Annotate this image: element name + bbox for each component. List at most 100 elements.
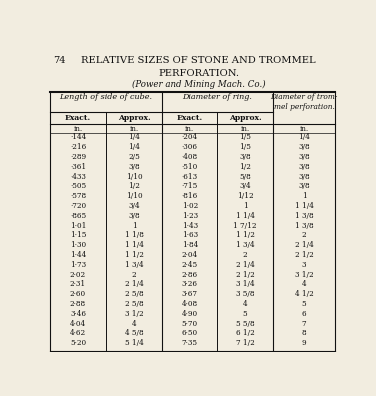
Text: Approx.: Approx. xyxy=(229,114,261,122)
Text: 3/8: 3/8 xyxy=(128,163,140,171)
Text: in.: in. xyxy=(73,125,83,133)
Text: 4·62: 4·62 xyxy=(70,329,86,337)
Text: 3 1/4: 3 1/4 xyxy=(236,280,255,288)
Text: 5·70: 5·70 xyxy=(182,320,198,327)
Text: 3 5/8: 3 5/8 xyxy=(236,290,255,298)
Text: RELATIVE SIZES OF STONE AND TROMMEL: RELATIVE SIZES OF STONE AND TROMMEL xyxy=(81,56,316,65)
Text: 74: 74 xyxy=(53,56,65,65)
Text: 2 5/8: 2 5/8 xyxy=(125,290,143,298)
Text: 2 5/8: 2 5/8 xyxy=(125,300,143,308)
Text: 5: 5 xyxy=(302,300,306,308)
Text: 7·35: 7·35 xyxy=(182,339,198,347)
Text: ·408: ·408 xyxy=(182,153,198,161)
Text: 1/5: 1/5 xyxy=(239,133,251,141)
Text: 1 1/4: 1 1/4 xyxy=(124,241,144,249)
Text: 6: 6 xyxy=(302,310,306,318)
Text: 3·46: 3·46 xyxy=(70,310,86,318)
Text: 1/10: 1/10 xyxy=(126,192,143,200)
Text: Length of side of cube.: Length of side of cube. xyxy=(59,93,153,101)
Text: Approx.: Approx. xyxy=(118,114,150,122)
Text: 1·02: 1·02 xyxy=(182,202,198,210)
Text: 3 1/2: 3 1/2 xyxy=(295,270,314,278)
Text: 3/8: 3/8 xyxy=(128,212,140,220)
Text: Exact.: Exact. xyxy=(177,114,203,122)
Text: 2·88: 2·88 xyxy=(70,300,86,308)
Text: ·510: ·510 xyxy=(182,163,198,171)
Text: ·865: ·865 xyxy=(70,212,86,220)
Text: 1·43: 1·43 xyxy=(182,222,198,230)
Text: 1 1/4: 1 1/4 xyxy=(236,212,255,220)
Text: ·361: ·361 xyxy=(70,163,86,171)
Text: 5: 5 xyxy=(243,310,247,318)
Text: ·720: ·720 xyxy=(70,202,86,210)
Text: 5 1/4: 5 1/4 xyxy=(125,339,143,347)
Text: 5·20: 5·20 xyxy=(70,339,86,347)
Text: ·306: ·306 xyxy=(182,143,198,151)
Text: 9: 9 xyxy=(302,339,306,347)
Text: Diameter of trom-
mel perforation.: Diameter of trom- mel perforation. xyxy=(270,93,338,111)
Text: 2 1/4: 2 1/4 xyxy=(236,261,255,269)
Text: 3/4: 3/4 xyxy=(240,183,251,190)
Text: 1/4: 1/4 xyxy=(298,133,310,141)
Text: in.: in. xyxy=(300,125,309,133)
Text: ·144: ·144 xyxy=(70,133,86,141)
Text: 1/2: 1/2 xyxy=(128,183,140,190)
Text: 2·60: 2·60 xyxy=(70,290,86,298)
Text: ·715: ·715 xyxy=(182,183,198,190)
Text: ·613: ·613 xyxy=(182,173,198,181)
Text: 2·45: 2·45 xyxy=(182,261,198,269)
Text: 2: 2 xyxy=(132,270,136,278)
Text: 1/4: 1/4 xyxy=(128,143,140,151)
Text: 1: 1 xyxy=(302,192,306,200)
Text: 2: 2 xyxy=(302,231,306,240)
Text: 4: 4 xyxy=(302,280,306,288)
Text: 3/8: 3/8 xyxy=(298,173,310,181)
Text: 1/2: 1/2 xyxy=(239,163,251,171)
Text: 1 7/12: 1 7/12 xyxy=(233,222,257,230)
Text: 4: 4 xyxy=(243,300,247,308)
Text: 1/4: 1/4 xyxy=(128,133,140,141)
Text: 1 1/4: 1 1/4 xyxy=(295,202,314,210)
Text: 1/12: 1/12 xyxy=(237,192,253,200)
Text: 3 1/2: 3 1/2 xyxy=(125,310,143,318)
Text: 3·26: 3·26 xyxy=(182,280,198,288)
Text: 8: 8 xyxy=(302,329,306,337)
Text: Diameter of ring.: Diameter of ring. xyxy=(182,93,252,101)
Text: 2·86: 2·86 xyxy=(182,270,198,278)
Text: 3: 3 xyxy=(302,261,306,269)
Text: (Power and Mining Mach. Co.): (Power and Mining Mach. Co.) xyxy=(132,80,265,89)
Text: 2/5: 2/5 xyxy=(128,153,140,161)
Text: ·505: ·505 xyxy=(70,183,86,190)
Text: 3/8: 3/8 xyxy=(240,153,251,161)
Text: 1·15: 1·15 xyxy=(70,231,86,240)
Text: 3/8: 3/8 xyxy=(298,183,310,190)
Text: 2 1/2: 2 1/2 xyxy=(295,251,314,259)
Text: ·204: ·204 xyxy=(182,133,198,141)
Text: 4·04: 4·04 xyxy=(70,320,86,327)
Text: 1/5: 1/5 xyxy=(239,143,251,151)
Text: 1·73: 1·73 xyxy=(70,261,86,269)
Text: ·216: ·216 xyxy=(70,143,86,151)
Text: 7 1/2: 7 1/2 xyxy=(236,339,255,347)
Text: 2: 2 xyxy=(243,251,247,259)
Text: 1 3/4: 1 3/4 xyxy=(236,241,255,249)
Text: ·433: ·433 xyxy=(70,173,86,181)
Text: 1 1/2: 1 1/2 xyxy=(124,251,144,259)
Text: 1/10: 1/10 xyxy=(126,173,143,181)
Text: 1 1/8: 1 1/8 xyxy=(124,231,144,240)
Text: in.: in. xyxy=(241,125,250,133)
Text: 1·23: 1·23 xyxy=(182,212,198,220)
Text: ·578: ·578 xyxy=(70,192,86,200)
Text: 4·90: 4·90 xyxy=(182,310,198,318)
Text: 1·84: 1·84 xyxy=(182,241,198,249)
Text: 3/8: 3/8 xyxy=(298,163,310,171)
Text: 1 1/2: 1 1/2 xyxy=(236,231,255,240)
Text: 1·01: 1·01 xyxy=(70,222,86,230)
Text: 1 3/8: 1 3/8 xyxy=(295,212,314,220)
Text: in.: in. xyxy=(129,125,139,133)
Text: 1 3/4: 1 3/4 xyxy=(125,261,143,269)
Text: 2 1/4: 2 1/4 xyxy=(295,241,314,249)
Text: 3/8: 3/8 xyxy=(298,143,310,151)
Text: 2·02: 2·02 xyxy=(70,270,86,278)
Text: PERFORATION.: PERFORATION. xyxy=(158,69,239,78)
